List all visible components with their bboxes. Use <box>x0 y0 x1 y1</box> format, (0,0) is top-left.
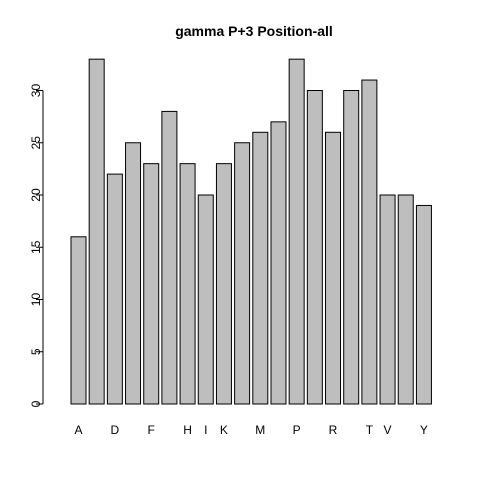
x-tick-label-R: R <box>329 423 338 437</box>
x-tick-label-T: T <box>366 423 374 437</box>
y-tick-label-25: 25 <box>29 136 43 150</box>
bars-group <box>70 58 432 405</box>
x-tick-label-M: M <box>255 423 265 437</box>
x-tick-label-F: F <box>148 423 155 437</box>
x-tick-label-V: V <box>384 423 392 437</box>
y-axis: 0 5 10 15 20 25 30 <box>29 84 44 407</box>
x-tick-label-P: P <box>293 423 301 437</box>
y-tick-label-30: 30 <box>29 84 43 98</box>
x-tick-label-Y: Y <box>420 423 428 437</box>
y-tick-label-0: 0 <box>29 400 43 407</box>
bar-E <box>125 142 142 405</box>
bar-K <box>215 163 232 405</box>
bar-Y <box>415 204 432 405</box>
bar-Q <box>306 90 323 405</box>
bar-F <box>143 163 160 405</box>
x-tick-label-D: D <box>111 423 120 437</box>
bar-S <box>343 90 360 405</box>
x-tick-label-I: I <box>204 423 207 437</box>
x-tick-label-K: K <box>220 423 228 437</box>
y-tick-label-20: 20 <box>29 188 43 202</box>
bar-D <box>106 173 123 405</box>
bar-R <box>325 131 342 405</box>
bar-T <box>361 79 378 405</box>
x-tick-label-H: H <box>183 423 192 437</box>
chart-title: gamma P+3 Position-all <box>175 23 333 39</box>
y-tick-label-15: 15 <box>29 240 43 254</box>
bar-H <box>179 163 196 405</box>
bar-W <box>397 194 414 405</box>
bar-G <box>161 110 178 405</box>
x-tick-label-A: A <box>74 423 82 437</box>
bar-L <box>234 142 251 405</box>
y-tick-label-5: 5 <box>29 348 43 355</box>
bar-A <box>70 236 87 405</box>
bar-P <box>288 58 305 405</box>
bar-N <box>270 121 287 405</box>
bar-M <box>252 131 269 405</box>
bar-C <box>88 58 105 405</box>
bar-V <box>379 194 396 405</box>
y-tick-label-10: 10 <box>29 293 43 307</box>
bar-I <box>197 194 214 405</box>
